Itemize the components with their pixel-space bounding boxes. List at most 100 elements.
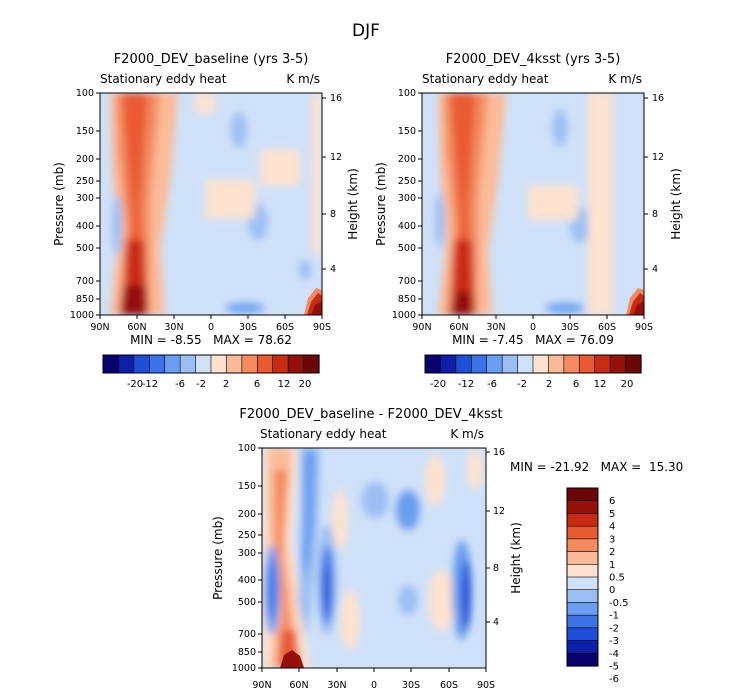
colorbar-swatch [210, 354, 228, 374]
colorbar-swatch [566, 551, 599, 565]
colorbar-swatch [303, 354, 320, 374]
y-right-tick-label: 12 [493, 506, 505, 517]
y-tick-label: 150 [398, 126, 416, 137]
colorbar-swatch [455, 354, 472, 374]
y-tick-label: 400 [398, 221, 416, 232]
x-tick-label: 60S [598, 322, 616, 333]
y-tick-label: 1000 [232, 663, 256, 674]
heatmap-field [262, 448, 486, 668]
colorbar-swatch [566, 513, 599, 527]
colorbar-swatch [566, 640, 599, 654]
panel-subtitle-left: Stationary eddy heat [422, 72, 549, 86]
colorbar-label: -4 [609, 649, 619, 660]
colorbar-swatch [164, 354, 181, 374]
y-right-tick-label: 16 [652, 93, 664, 104]
colorbar-swatch [118, 354, 135, 374]
colorbar-label: -5 [609, 662, 619, 673]
y-right-tick-label: 8 [330, 209, 336, 220]
x-tick-label: 0 [371, 680, 377, 691]
y-axis-left: 100 150 200 250 300 400 500 700 850 1000 [70, 88, 100, 321]
colorbar-swatch [566, 500, 599, 515]
colorbar-label: -2 [196, 379, 206, 390]
y-right-axis-label: Height (km) [346, 168, 360, 239]
y-tick-label: 250 [238, 530, 256, 541]
y-right-tick-label: 4 [652, 264, 658, 275]
y-right-axis-label: Height (km) [509, 522, 523, 593]
y-tick-label: 850 [398, 294, 416, 305]
colorbar-swatch [226, 354, 243, 374]
y-tick-label: 500 [398, 243, 416, 254]
y-axis-left: 100 150 200 250 300 400 500 700 850 1000 [392, 88, 422, 321]
colorbar-label: 6 [609, 496, 615, 507]
colorbar-label: -20 [430, 379, 446, 390]
y-tick-label: 700 [398, 276, 416, 287]
colorbar-label: -12 [458, 379, 474, 390]
colorbar-swatches [424, 354, 642, 374]
colorbar-label: 0 [609, 585, 615, 596]
colorbar-swatch [566, 614, 599, 629]
colorbar-label: 20 [299, 379, 312, 390]
heatmap-field [422, 93, 644, 315]
colorbar-swatch [272, 354, 289, 374]
stats-label: MIN = -21.92 MAX = 15.30 [510, 460, 683, 474]
y-tick-label: 250 [76, 176, 94, 187]
colorbar-swatch [102, 354, 120, 374]
y-tick-label: 400 [76, 221, 94, 232]
panel-baseline: F2000_DEV_baseline (yrs 3-5) Stationary … [52, 52, 360, 390]
x-tick-label: 60N [449, 322, 468, 333]
y-axis-right: 16 12 8 4 [644, 93, 664, 275]
colorbar-swatch [133, 354, 150, 374]
colorbar-swatch [532, 354, 550, 374]
y-tick-label: 300 [398, 193, 416, 204]
colorbar-swatch [148, 354, 166, 374]
y-axis-label: Pressure (mb) [374, 162, 388, 246]
colorbar-swatch [440, 354, 457, 374]
colorbar-swatch [566, 602, 599, 616]
colorbar-swatch [470, 354, 488, 374]
colorbar-label: -6 [487, 379, 497, 390]
y-tick-label: 1000 [392, 310, 416, 321]
stats-label: MIN = -7.45 MAX = 76.09 [452, 333, 614, 347]
colorbar-swatch [594, 354, 611, 374]
y-axis-label: Pressure (mb) [211, 516, 225, 600]
colorbar-label: 2 [546, 379, 552, 390]
x-tick-label: 30N [164, 322, 183, 333]
y-tick-label: 500 [76, 243, 94, 254]
colorbar-swatch [609, 354, 627, 374]
x-tick-label: 60N [127, 322, 146, 333]
colorbar-label: -2 [609, 623, 619, 634]
colorbar-label: -12 [142, 379, 158, 390]
y-axis-right: 16 12 8 4 [322, 93, 342, 275]
colorbar-swatch [566, 538, 599, 553]
y-right-tick-label: 8 [493, 563, 499, 574]
y-tick-label: 400 [238, 575, 256, 586]
colorbar-label: 2 [223, 379, 229, 390]
x-axis: 90N 60N 30N 0 30S 60S 90S [252, 668, 495, 691]
colorbar-swatch [548, 354, 565, 374]
panel-subtitle-right: K m/s [608, 72, 642, 86]
y-tick-label: 500 [238, 597, 256, 608]
x-tick-label: 30S [239, 322, 257, 333]
x-tick-label: 90S [313, 322, 331, 333]
panel-subtitle-left: Stationary eddy heat [100, 72, 227, 86]
y-tick-label: 700 [76, 276, 94, 287]
colorbar-swatch [625, 354, 642, 374]
panel-subtitle-right: K m/s [286, 72, 320, 86]
x-axis: 90N 60N 30N 0 30S 60S 90S [412, 315, 653, 333]
y-axis-right: 16 12 8 4 [486, 447, 505, 628]
y-tick-label: 200 [398, 154, 416, 165]
x-tick-label: 60S [276, 322, 294, 333]
y-tick-label: 150 [238, 481, 256, 492]
x-tick-label: 60S [440, 680, 458, 691]
colorbar-swatch [566, 563, 599, 578]
colorbar-label: 12 [594, 379, 607, 390]
colorbar: -20 -12 -6 -2 2 6 12 20 [102, 354, 320, 390]
colorbar-swatch [501, 354, 519, 374]
colorbar-label: 5 [609, 509, 615, 520]
x-tick-label: 90S [477, 680, 495, 691]
panel-difference: F2000_DEV_baseline - F2000_DEV_4ksst Sta… [211, 407, 683, 691]
colorbar-label: 3 [609, 534, 615, 545]
panel-title: F2000_DEV_baseline - F2000_DEV_4ksst [239, 407, 502, 422]
colorbar: -20 -12 -6 -2 2 6 12 20 [424, 354, 642, 390]
